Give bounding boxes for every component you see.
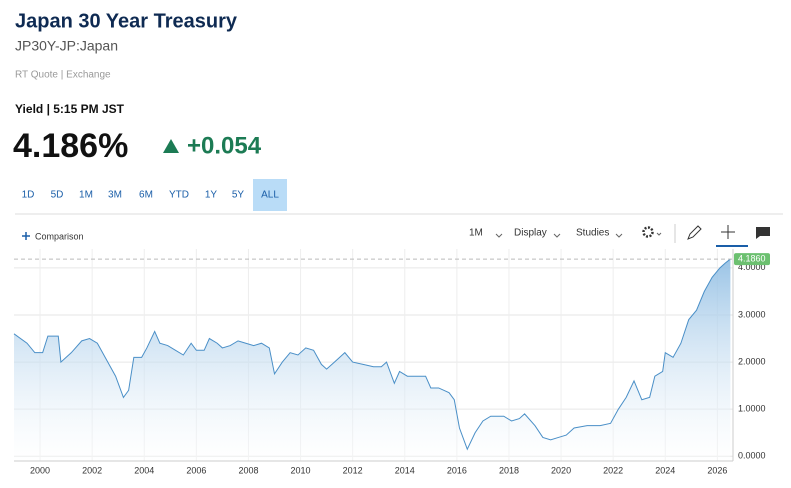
range-button[interactable]: 6M	[139, 190, 153, 201]
x-tick-label: 2026	[707, 465, 727, 475]
x-tick-label: 2024	[655, 465, 675, 475]
interval[interactable]: 1M	[469, 228, 483, 239]
range-button[interactable]: ALL	[253, 179, 287, 211]
line	[13, 258, 731, 451]
x-tick-label: 2006	[186, 465, 206, 475]
x-tick-label: 2022	[603, 465, 623, 475]
range-button[interactable]: 5D	[51, 190, 64, 201]
range-label: 1M	[79, 190, 93, 201]
comment-icon[interactable]	[756, 227, 770, 239]
x-tick-label: 2000	[30, 465, 50, 475]
y-tick-label: 0.0000	[738, 451, 766, 461]
crosshair-icon[interactable]	[716, 225, 748, 247]
plot: 0.0000 1.0000 2.0000 3.0000 4.0000 2000 2002 20…	[13, 249, 770, 475]
y-tick-label: 4.0000	[738, 262, 766, 272]
x-tick-label: 2018	[499, 465, 519, 475]
range-button[interactable]: 1M	[79, 190, 93, 201]
range-label: YTD	[169, 190, 189, 201]
chevron	[553, 233, 561, 238]
chevron	[615, 233, 623, 238]
range-label: 3M	[108, 190, 122, 201]
range-button[interactable]: 1D	[22, 190, 35, 201]
y-tick-label: 2.0000	[738, 356, 766, 366]
comparison-button[interactable]: Comparison	[22, 231, 84, 241]
symbol: JP30Y-JP:Japan	[15, 38, 118, 54]
range-button[interactable]: YTD	[169, 190, 189, 201]
range-label: 6M	[139, 190, 153, 201]
range-label: 5Y	[232, 190, 245, 201]
last-value-label: 4.1860	[738, 253, 766, 263]
range-button[interactable]: 5Y	[232, 190, 245, 201]
active-bg	[253, 179, 287, 211]
range-label: ALL	[261, 190, 279, 201]
studies[interactable]: Studies	[576, 228, 609, 239]
x-tick-label: 2010	[291, 465, 311, 475]
range-label: 5D	[51, 190, 64, 201]
gear	[642, 226, 654, 238]
price: 4.186%	[13, 127, 128, 165]
x-tick-label: 2012	[343, 465, 363, 475]
change: +0.054	[187, 132, 262, 159]
display[interactable]: Display	[514, 228, 547, 239]
title: Japan 30 Year Treasury	[15, 10, 238, 32]
settings-icon[interactable]	[642, 226, 662, 238]
last-value-box	[734, 253, 770, 266]
x-tick-label: 2020	[551, 465, 571, 475]
chevron	[656, 232, 662, 236]
pencil-icon[interactable]	[687, 225, 702, 240]
range-label: 1Y	[205, 190, 218, 201]
range-label: 1D	[22, 190, 35, 201]
quote-time: Yield | 5:15 PM JST	[15, 102, 125, 116]
x-tick-label: 2004	[134, 465, 154, 475]
y-tick-label: 3.0000	[738, 309, 766, 319]
area	[14, 259, 731, 461]
range-buttons: 1D 5D 1M 3M 6M YTD 1Y 5Y ALL	[22, 179, 287, 211]
x-tick-label: 2002	[82, 465, 102, 475]
up-arrow	[163, 139, 179, 153]
x-tick-label: 2008	[238, 465, 258, 475]
source: RT Quote | Exchange	[15, 70, 111, 81]
chevron	[495, 233, 503, 238]
range-button[interactable]: 1Y	[205, 190, 218, 201]
x-tick-label: 2014	[395, 465, 415, 475]
range-button[interactable]: 3M	[108, 190, 122, 201]
comparison: Comparison	[35, 231, 84, 241]
y-tick-label: 1.0000	[738, 404, 766, 414]
x-tick-label: 2016	[447, 465, 467, 475]
